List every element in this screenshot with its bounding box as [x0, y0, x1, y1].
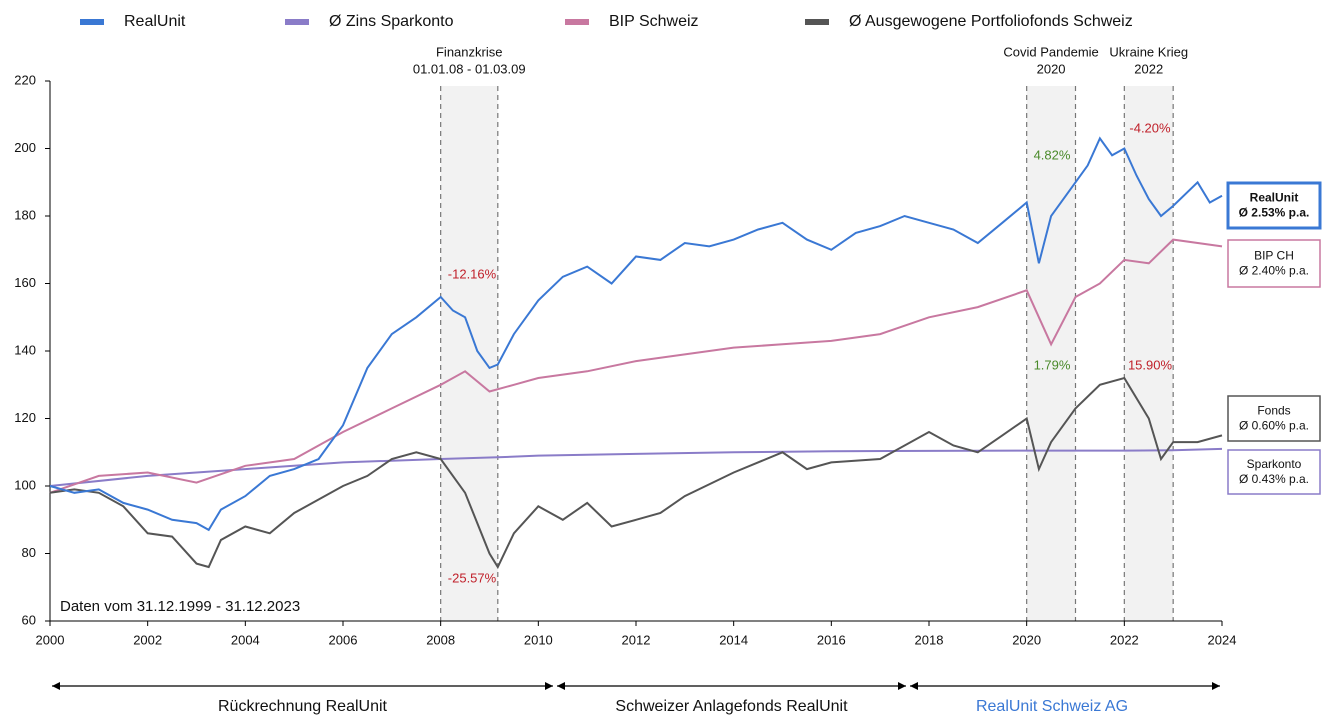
- end-label-name: BIP CH: [1254, 249, 1294, 263]
- x-tick-label: 2024: [1208, 632, 1237, 647]
- x-tick-label: 2004: [231, 632, 260, 647]
- period-shade: [1124, 86, 1174, 621]
- end-label-text: Ø 2.40% p.a.: [1239, 264, 1309, 278]
- period-shade: [1026, 86, 1076, 621]
- end-label-name: Fonds: [1257, 404, 1290, 418]
- period-label: Covid Pandemie: [1003, 44, 1098, 59]
- legend-label: BIP Schweiz: [609, 13, 699, 30]
- end-label-text: Ø 0.43% p.a.: [1239, 472, 1309, 486]
- legend-label: Ø Zins Sparkonto: [329, 13, 454, 30]
- end-label-box: [1227, 449, 1321, 495]
- annotation: 15.90%: [1128, 357, 1173, 372]
- annotation: 4.82%: [1034, 147, 1071, 162]
- legend-swatch: [565, 19, 589, 25]
- x-tick-label: 2000: [36, 632, 65, 647]
- x-tick-label: 2016: [817, 632, 846, 647]
- y-tick-label: 80: [22, 545, 36, 560]
- timeline-label: Schweizer Anlagefonds RealUnit: [615, 698, 848, 715]
- timeline-label: Rückrechnung RealUnit: [218, 698, 388, 715]
- y-tick-label: 200: [14, 140, 36, 155]
- x-tick-label: 2008: [426, 632, 455, 647]
- x-tick-label: 2006: [329, 632, 358, 647]
- series-line: [49, 136, 1223, 532]
- background: [440, 86, 1174, 621]
- end-label-box: [1227, 239, 1321, 288]
- x-tick-label: 2012: [622, 632, 651, 647]
- y-tick-label: 180: [14, 207, 36, 222]
- x-tick-label: 2010: [524, 632, 553, 647]
- legend-label: Ø Ausgewogene Portfoliofonds Schweiz: [849, 13, 1133, 30]
- end-label-text: Ø 2.53% p.a.: [1239, 206, 1310, 220]
- legend-swatch: [80, 19, 104, 25]
- y-tick-label: 140: [14, 342, 36, 357]
- end-label-box: [1226, 181, 1322, 230]
- series-line: [49, 238, 1223, 494]
- x-tick-label: 2020: [1012, 632, 1041, 647]
- period-label: Finanzkrise: [436, 44, 502, 59]
- legend-swatch: [805, 19, 829, 25]
- y-tick-label: 220: [14, 72, 36, 87]
- series-line: [49, 376, 1223, 570]
- end-label-name: RealUnit: [1250, 191, 1299, 205]
- annotation: -4.20%: [1129, 120, 1171, 135]
- x-tick-label: 2022: [1110, 632, 1139, 647]
- y-tick-label: 100: [14, 477, 36, 492]
- y-tick-label: 160: [14, 275, 36, 290]
- data-note: Daten vom 31.12.1999 - 31.12.2023: [60, 598, 300, 615]
- legend-label: RealUnit: [124, 13, 186, 30]
- annotation: -25.57%: [448, 570, 497, 585]
- period-label: 2020: [1037, 61, 1066, 76]
- x-tick-label: 2014: [719, 632, 748, 647]
- x-tick-label: 2018: [915, 632, 944, 647]
- annotation: 1.79%: [1034, 357, 1071, 372]
- end-label-name: Sparkonto: [1247, 457, 1302, 471]
- y-tick-label: 60: [22, 612, 36, 627]
- legend-swatch: [285, 19, 309, 25]
- series-line: [49, 447, 1223, 487]
- period-label: 2022: [1134, 61, 1163, 76]
- y-tick-label: 120: [14, 410, 36, 425]
- period-shade: [440, 86, 498, 621]
- x-tick-label: 2002: [133, 632, 162, 647]
- end-label-box: [1227, 395, 1321, 442]
- annotation: -12.16%: [448, 266, 497, 281]
- end-label-text: Ø 0.60% p.a.: [1239, 419, 1309, 433]
- timeline-label: RealUnit Schweiz AG: [976, 698, 1128, 715]
- period-label: 01.01.08 - 01.03.09: [413, 61, 526, 76]
- period-label: Ukraine Krieg: [1109, 44, 1188, 59]
